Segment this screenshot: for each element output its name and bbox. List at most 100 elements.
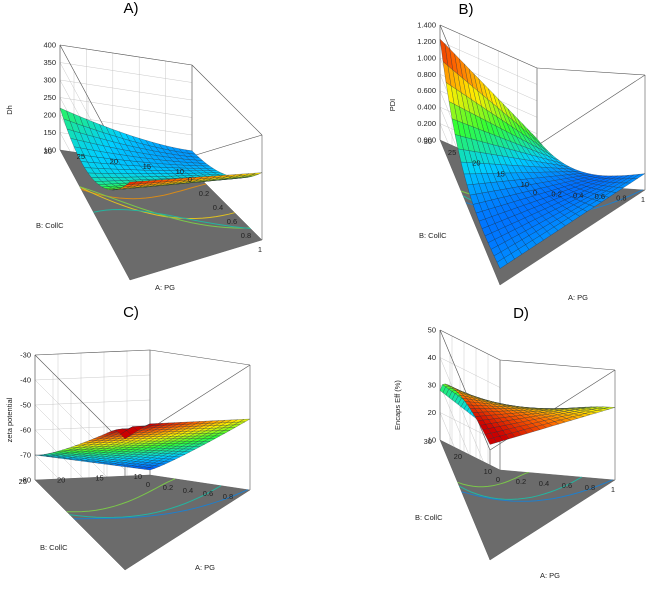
- floor-contours: [66, 478, 248, 520]
- y-axis-title: B: CollC: [40, 543, 68, 552]
- y-tick-label: 20: [454, 452, 462, 461]
- z-axis-title: Encaps Eff (%): [393, 380, 402, 430]
- contour-line: [79, 186, 250, 229]
- contour-line: [73, 489, 248, 520]
- x-tick-label: 0.2: [163, 483, 173, 492]
- x-tick-label: 0: [146, 480, 150, 489]
- z-tick-label: 100: [43, 146, 56, 155]
- y-axis-title: B: CollC: [419, 231, 447, 240]
- x-tick-label: 0.6: [562, 481, 572, 490]
- box-edge: [34, 354, 126, 446]
- panel-label: C): [123, 304, 139, 321]
- x-tick-label: 1: [611, 485, 615, 494]
- surface-cell: [120, 430, 132, 440]
- x-tick-label: 1: [641, 195, 645, 204]
- z-tick-label: 1.200: [417, 37, 436, 46]
- x-tick-label: 0.8: [241, 231, 251, 240]
- z-tick-label: 0.000: [417, 136, 436, 145]
- surface-plot-d: 10 20 30 40 50 0 0.2 0.4 0.6 0.8 1 10 20 30 A: PG B: Co…: [393, 305, 616, 580]
- z-axis-title: Dh: [5, 105, 14, 115]
- x-tick-label: 0.6: [227, 217, 237, 226]
- y-tick-label: 10: [134, 472, 142, 481]
- z-tick-label: 150: [43, 128, 56, 137]
- y-tick-label: 25: [77, 152, 85, 161]
- y-tick-label: 10: [521, 180, 529, 189]
- surface-plot-b: 0.000 0.200 0.400 0.600 0.800 1.000 1.200 1.400…: [388, 1, 646, 302]
- y-tick-label: 15: [143, 162, 151, 171]
- contour-line: [461, 479, 613, 502]
- y-tick-label: 25: [19, 477, 27, 486]
- z-tick-label: 10: [428, 436, 436, 445]
- wall-gridline: [59, 79, 193, 101]
- x-axis-title: A: PG: [540, 571, 560, 580]
- y-axis-ticks: 10 15 20 25: [19, 472, 142, 486]
- panel-label: D): [513, 305, 529, 322]
- x-tick-label: 0.8: [223, 492, 233, 501]
- z-tick-label: 300: [43, 76, 56, 85]
- z-tick-label: -60: [20, 426, 31, 435]
- x-axis-ticks: 0 0.2 0.4 0.6 0.8 1: [496, 475, 615, 494]
- y-tick-label: 15: [95, 474, 103, 483]
- x-tick-label: 0.4: [213, 203, 223, 212]
- y-tick-label: 10: [484, 467, 492, 476]
- z-tick-label: 50: [428, 326, 436, 335]
- contour-line: [93, 208, 251, 229]
- y-axis-title: B: CollC: [415, 513, 443, 522]
- z-tick-label: -40: [20, 376, 31, 385]
- x-tick-label: 0.8: [616, 194, 626, 203]
- y-tick-label: 25: [448, 148, 456, 157]
- z-tick-label: 30: [428, 381, 436, 390]
- z-axis-title: PDI: [388, 99, 397, 112]
- x-tick-label: 0.2: [551, 189, 561, 198]
- z-tick-label: 40: [428, 353, 436, 362]
- box-edge: [149, 349, 251, 366]
- wall-gridline: [59, 97, 193, 118]
- surface-cell: [125, 181, 138, 186]
- x-axis-title: A: PG: [155, 283, 175, 292]
- x-tick-label: 0.4: [539, 479, 549, 488]
- panel-label: B): [459, 1, 474, 18]
- surface-plot-a: 100 150 200 250 300 350 400 0 0.2 0.4 0.6 0.8 1 10 15 2…: [5, 0, 263, 292]
- x-axis-title: A: PG: [568, 293, 588, 302]
- z-axis-ticks: 0.000 0.200 0.400 0.600 0.800 1.000 1.200 1.400: [417, 21, 436, 145]
- x-tick-label: 1: [258, 245, 262, 254]
- floor-contours: [79, 183, 251, 229]
- floor-plane: [439, 439, 616, 561]
- wall-gridline: [439, 41, 538, 85]
- box-edge: [536, 67, 646, 76]
- wall-gridline: [439, 357, 501, 388]
- z-tick-label: -50: [20, 401, 31, 410]
- surface-cell: [144, 467, 156, 471]
- z-tick-label: 0.800: [417, 70, 436, 79]
- x-axis-ticks: 0 0.2 0.4 0.6 0.8 1: [188, 175, 262, 254]
- surface-cell: [487, 437, 497, 445]
- z-axis-ticks: 10 20 30 40 50: [428, 326, 436, 445]
- z-tick-label: 0.200: [417, 119, 436, 128]
- x-tick-label: 0.6: [595, 192, 605, 201]
- x-tick-label: 0.4: [183, 486, 193, 495]
- x-tick-label: 0.2: [516, 477, 526, 486]
- surface-plot-c: -80 -70 -60 -50 -40 -30 0 0.2 0.4 0.6 0.8 10 15 20 25 A…: [5, 304, 251, 572]
- x-tick-label: 0.6: [203, 489, 213, 498]
- z-tick-label: 1.400: [417, 21, 436, 30]
- x-tick-label: 0.8: [585, 483, 595, 492]
- z-tick-label: 350: [43, 58, 56, 67]
- z-tick-label: -30: [20, 351, 31, 360]
- response-surface: [59, 107, 263, 191]
- surface-cell: [496, 257, 508, 269]
- wall-gridline: [34, 424, 151, 431]
- y-tick-label: 30: [424, 137, 432, 146]
- y-tick-label: 10: [176, 167, 184, 176]
- wall-gridline: [34, 399, 151, 406]
- y-axis-ticks: 10 15 20 25 30: [424, 137, 529, 189]
- y-axis-ticks: 10 20 30: [424, 437, 492, 476]
- z-tick-label: 20: [428, 408, 436, 417]
- x-tick-label: 0: [533, 188, 537, 197]
- response-surface: [34, 418, 251, 471]
- x-tick-label: 0: [496, 475, 500, 484]
- y-tick-label: 30: [44, 147, 52, 156]
- y-axis-ticks: 10 15 20 25 30: [44, 147, 184, 176]
- z-tick-label: 250: [43, 93, 56, 102]
- z-tick-label: 400: [43, 41, 56, 50]
